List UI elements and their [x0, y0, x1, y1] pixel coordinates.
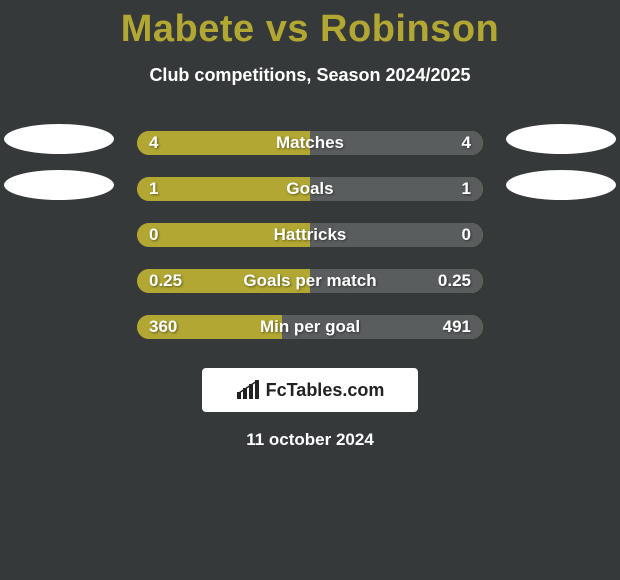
stat-bar-right-fill	[310, 177, 483, 201]
player-marker-right	[506, 124, 616, 154]
stat-row: Min per goal 360 491	[0, 304, 620, 350]
stat-bar-left-fill	[137, 177, 310, 201]
stat-value-right: 4	[462, 133, 471, 153]
date-line: 11 october 2024	[0, 430, 620, 450]
title-player-right: Robinson	[320, 8, 499, 50]
stat-bar: Goals 1 1	[137, 177, 483, 201]
stat-row: Matches 4 4	[0, 120, 620, 166]
stat-bar: Min per goal 360 491	[137, 315, 483, 339]
brand-text: FcTables.com	[266, 380, 385, 401]
player-marker-left	[4, 170, 114, 200]
stat-value-left: 1	[149, 179, 158, 199]
stats-area: Matches 4 4 Goals 1 1 Hattricks 0 0 Goals per mat…	[0, 120, 620, 350]
stat-value-left: 4	[149, 133, 158, 153]
page-title: Mabete vs Robinson	[0, 0, 620, 51]
brand-badge[interactable]: FcTables.com	[202, 368, 418, 412]
stat-bar: Matches 4 4	[137, 131, 483, 155]
stat-value-right: 0.25	[438, 271, 471, 291]
stat-value-left: 0.25	[149, 271, 182, 291]
stat-value-left: 0	[149, 225, 158, 245]
subtitle: Club competitions, Season 2024/2025	[0, 65, 620, 86]
stats-comparison-card: Mabete vs Robinson Club competitions, Se…	[0, 0, 620, 580]
title-vs: vs	[255, 8, 320, 50]
stat-label: Matches	[276, 133, 344, 153]
stat-label: Hattricks	[274, 225, 347, 245]
stat-label: Goals per match	[243, 271, 376, 291]
stat-value-left: 360	[149, 317, 177, 337]
stat-row: Goals 1 1	[0, 166, 620, 212]
stat-bar: Hattricks 0 0	[137, 223, 483, 247]
stat-bar: Goals per match 0.25 0.25	[137, 269, 483, 293]
title-player-left: Mabete	[121, 8, 255, 50]
stat-row: Goals per match 0.25 0.25	[0, 258, 620, 304]
stat-label: Min per goal	[260, 317, 360, 337]
player-marker-left	[4, 124, 114, 154]
stat-label: Goals	[286, 179, 333, 199]
bar-chart-icon	[236, 380, 260, 400]
stat-value-right: 1	[462, 179, 471, 199]
player-marker-right	[506, 170, 616, 200]
stat-row: Hattricks 0 0	[0, 212, 620, 258]
stat-value-right: 0	[462, 225, 471, 245]
stat-value-right: 491	[443, 317, 471, 337]
